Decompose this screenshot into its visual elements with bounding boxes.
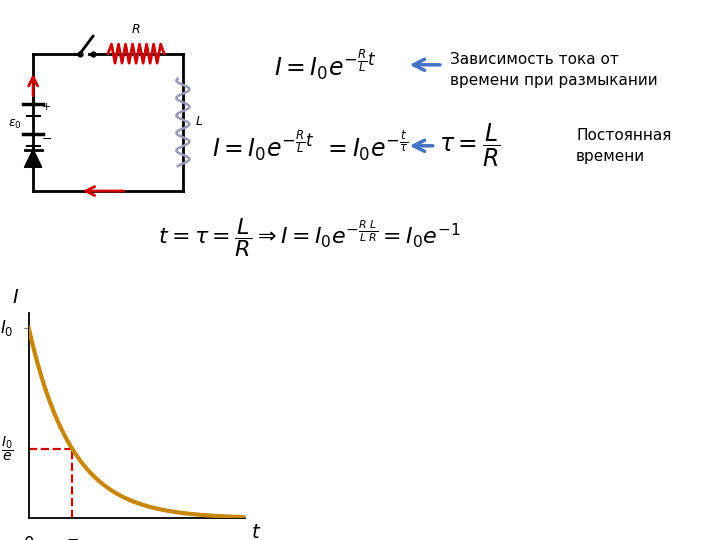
Polygon shape — [24, 150, 42, 167]
Text: R: R — [132, 23, 140, 36]
Text: $\tau$: $\tau$ — [66, 535, 78, 540]
Text: $I_0$: $I_0$ — [0, 319, 14, 339]
Text: $t = \tau = \dfrac{L}{R} \Rightarrow I = I_0 e^{-\frac{R}{L}\frac{L}{R}} = I_0 e: $t = \tau = \dfrac{L}{R} \Rightarrow I =… — [158, 216, 462, 259]
Text: $\tau = \dfrac{L}{R}$: $\tau = \dfrac{L}{R}$ — [439, 122, 501, 170]
Text: Зависимость тока от
времени при размыкании: Зависимость тока от времени при размыкан… — [450, 52, 657, 88]
Text: $I = I_0 e^{-\frac{R}{L}t}$: $I = I_0 e^{-\frac{R}{L}t}$ — [212, 129, 315, 163]
Text: −: − — [42, 133, 52, 146]
Text: $t$: $t$ — [251, 523, 261, 540]
Text: Постоянная
времени: Постоянная времени — [576, 128, 671, 164]
Text: $0$: $0$ — [23, 535, 35, 540]
Text: $\varepsilon_0$: $\varepsilon_0$ — [7, 118, 22, 131]
Text: L: L — [196, 114, 203, 127]
Text: $\dfrac{I_0}{e}$: $\dfrac{I_0}{e}$ — [1, 434, 14, 463]
Text: $I$: $I$ — [12, 288, 19, 307]
Text: +: + — [42, 103, 51, 112]
Text: $= I_0 e^{-\frac{t}{\tau}}$: $= I_0 e^{-\frac{t}{\tau}}$ — [323, 129, 408, 163]
Text: $I = I_0 e^{-\frac{R}{L}t}$: $I = I_0 e^{-\frac{R}{L}t}$ — [274, 48, 377, 82]
